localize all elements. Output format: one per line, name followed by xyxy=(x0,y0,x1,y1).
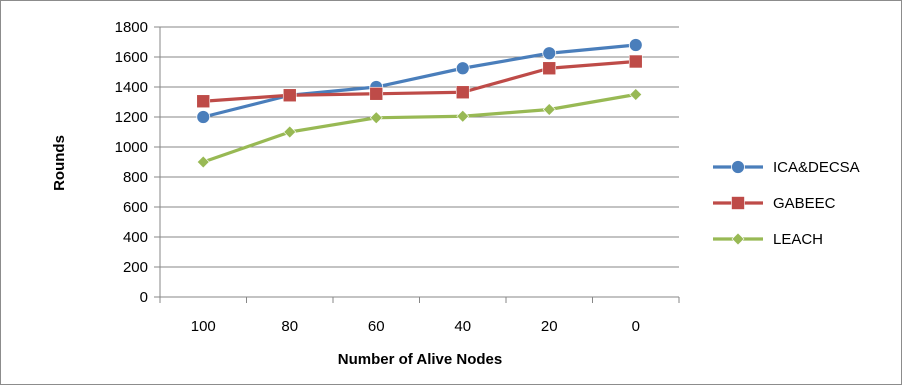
data-point xyxy=(196,155,210,169)
data-point xyxy=(196,110,211,124)
data-point xyxy=(455,85,470,100)
legend-label: ICA&DECSA xyxy=(773,159,860,176)
y-tick-label: 1200 xyxy=(115,109,148,126)
legend-label: GABEEC xyxy=(773,195,836,212)
data-point xyxy=(283,125,297,139)
data-point xyxy=(542,103,556,116)
legend-item: ICA&DECSA xyxy=(713,159,860,176)
y-tick-label: 400 xyxy=(123,229,148,246)
y-tick-label: 1000 xyxy=(115,139,148,156)
y-tick-label: 1400 xyxy=(115,79,148,96)
x-tick-label: 100 xyxy=(191,318,216,335)
y-tick-label: 800 xyxy=(123,169,148,186)
series-gabeec xyxy=(196,54,643,109)
y-tick-label: 200 xyxy=(123,259,148,276)
series-leach xyxy=(196,88,643,169)
x-tick-label: 40 xyxy=(454,318,471,335)
data-point xyxy=(369,86,384,101)
data-point xyxy=(628,38,643,52)
series-line xyxy=(202,43,636,119)
legend-marker xyxy=(731,160,745,174)
legend-marker xyxy=(731,232,745,246)
x-tick-labels: 100 80 60 40 20 0 xyxy=(191,318,640,335)
series-line xyxy=(203,59,636,103)
data-point xyxy=(628,54,643,69)
data-point xyxy=(455,61,470,76)
data-point xyxy=(542,46,557,61)
y-axis-title: Rounds xyxy=(51,135,68,191)
y-tick-label: 1600 xyxy=(115,49,148,66)
series-ica-decsa xyxy=(196,38,643,124)
series-lines xyxy=(196,38,643,169)
axes xyxy=(154,26,680,303)
data-point xyxy=(456,109,470,123)
y-tick-label: 600 xyxy=(123,199,148,216)
legend: ICA&DECSA GABEEC LEACH xyxy=(713,159,860,248)
y-tick-label: 1800 xyxy=(115,19,148,36)
x-tick-label: 80 xyxy=(281,318,298,335)
x-tick-label: 0 xyxy=(632,318,640,335)
legend-label: LEACH xyxy=(773,231,823,248)
data-point xyxy=(629,88,643,101)
x-axis-title: Number of Alive Nodes xyxy=(338,351,502,368)
y-tick-label: 0 xyxy=(140,289,148,306)
series-line xyxy=(202,92,637,164)
legend-item: GABEEC xyxy=(713,195,836,212)
legend-marker xyxy=(731,196,745,210)
legend-item: LEACH xyxy=(713,231,823,248)
data-point xyxy=(369,111,383,125)
data-point xyxy=(196,94,211,109)
x-tick-label: 20 xyxy=(541,318,558,335)
data-point xyxy=(542,61,557,76)
x-tick-label: 60 xyxy=(368,318,385,335)
y-tick-labels: 0 200 400 600 800 1000 1200 1400 1600 1800 xyxy=(115,19,148,306)
data-point xyxy=(282,88,297,103)
